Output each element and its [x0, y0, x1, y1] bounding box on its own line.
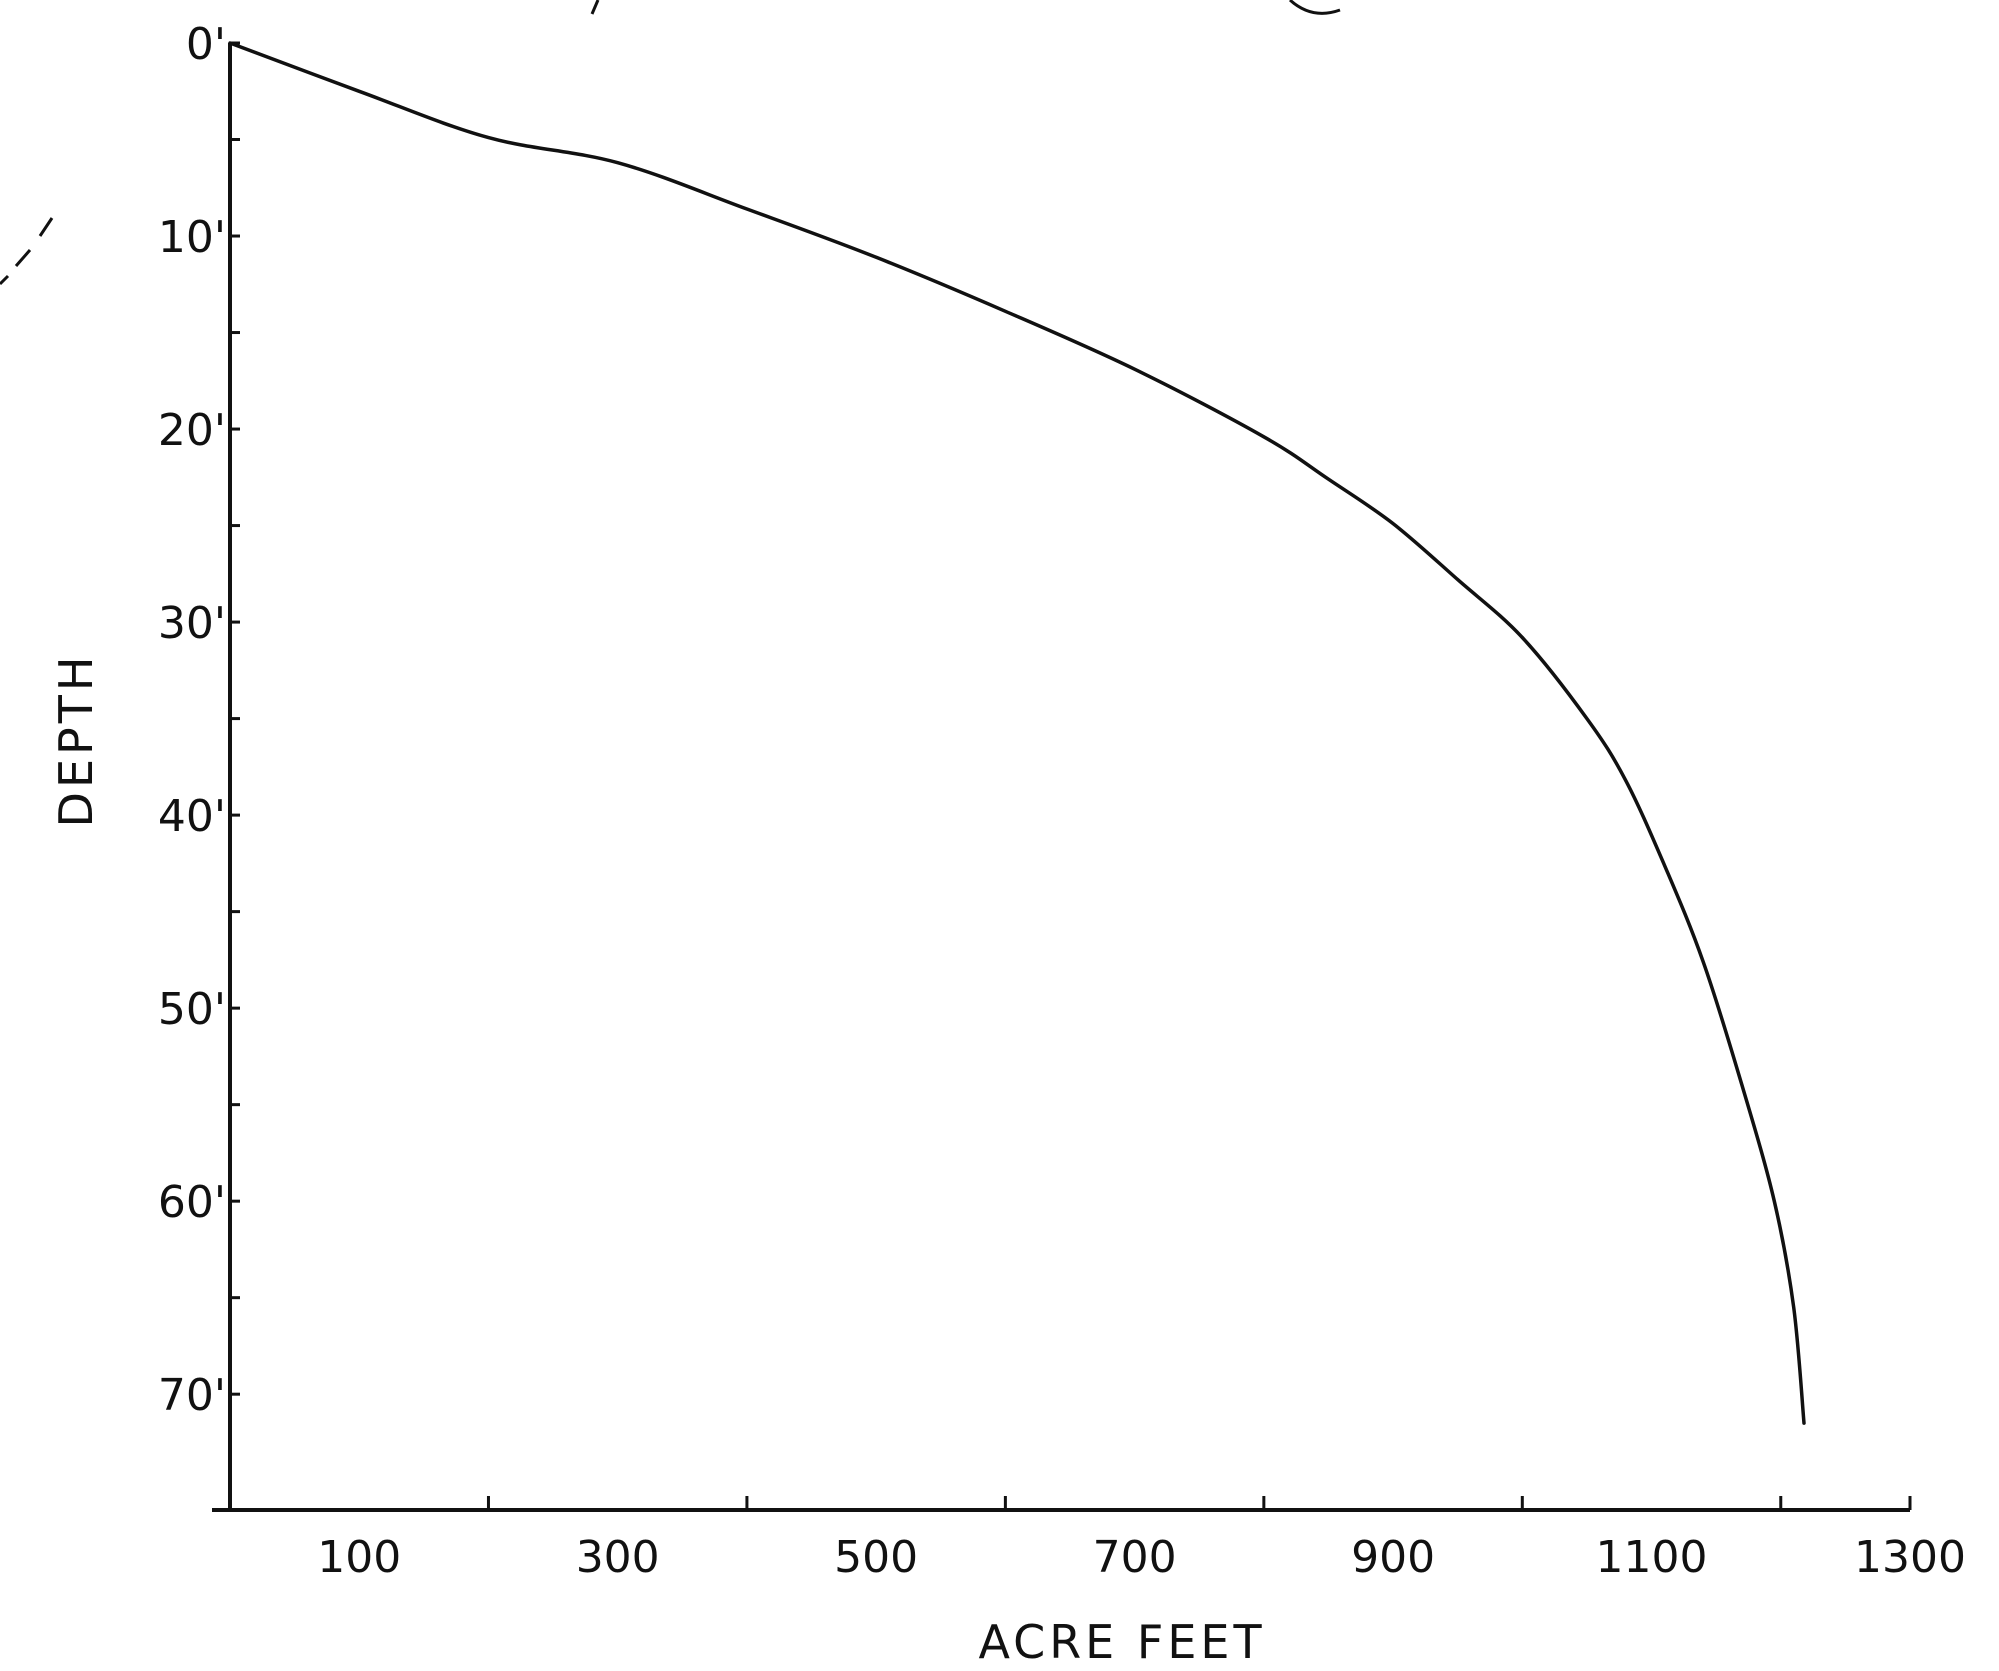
x-tick-label: 700 — [1093, 1532, 1177, 1583]
x-tick-label: 300 — [576, 1532, 660, 1583]
y-tick-label: 60' — [158, 1177, 226, 1228]
y-tick-label: 20' — [158, 405, 226, 456]
x-tick-label: 1300 — [1854, 1532, 1966, 1583]
x-axis-title: ACRE FEET — [978, 1615, 1265, 1669]
y-tick-label: 0' — [186, 19, 226, 70]
axes — [212, 43, 1910, 1512]
x-axis-ticks: 100 300 500 700 900 1100 1300 — [317, 1496, 1966, 1583]
x-tick-label: 1100 — [1596, 1532, 1708, 1583]
x-tick-label: 100 — [317, 1532, 401, 1583]
stray-circle-fragment — [1288, 0, 1341, 15]
series-line-0 — [228, 41, 1806, 1425]
x-tick-label: 900 — [1351, 1532, 1435, 1583]
series-layer — [228, 41, 1806, 1425]
y-tick-label: 70' — [158, 1370, 226, 1421]
y-tick-label: 50' — [158, 984, 226, 1035]
y-axis-ticks: 0' 10' 20' 30' 40' 50' 60' 70' — [158, 19, 240, 1421]
y-tick-label: 40' — [158, 791, 226, 842]
stray-dashed-arc — [0, 217, 54, 286]
x-tick-label: 500 — [834, 1532, 918, 1583]
stray-slash — [590, 0, 600, 15]
scan-artifacts — [0, 0, 1341, 286]
y-axis-title: DEPTH — [49, 653, 103, 828]
y-tick-label: 10' — [158, 212, 226, 263]
y-tick-label: 30' — [158, 598, 226, 649]
